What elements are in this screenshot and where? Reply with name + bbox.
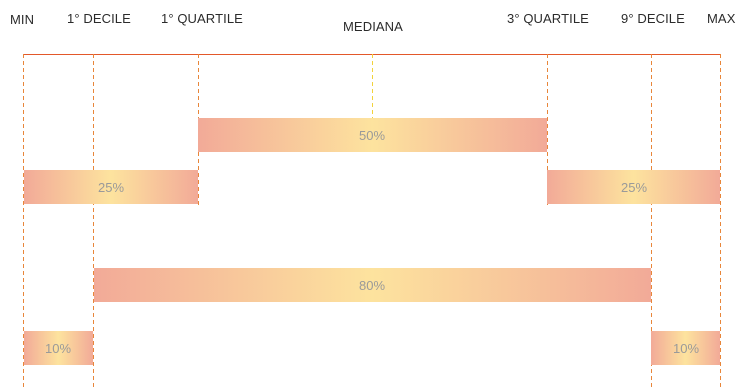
- bar-upper-decile: [651, 331, 720, 365]
- label-max: MAX: [707, 11, 736, 26]
- bar-inter-decile: [94, 268, 651, 302]
- bar-lower-quartile-label: 25%: [98, 180, 124, 195]
- label-median: MEDIANA: [343, 19, 403, 34]
- bar-upper-quartile: [547, 170, 720, 204]
- bar-interquartile: [198, 118, 547, 152]
- bar-lower-quartile: [24, 170, 198, 204]
- label-first-decile: 1° DECILE: [67, 11, 131, 26]
- bar-upper-quartile-label: 25%: [621, 180, 647, 195]
- bar-interquartile-label: 50%: [359, 128, 385, 143]
- label-min: MIN: [10, 12, 35, 27]
- bar-upper-decile-label: 10%: [673, 341, 699, 356]
- label-first-quartile: 1° QUARTILE: [161, 11, 243, 26]
- bar-inter-decile-label: 80%: [359, 278, 385, 293]
- bar-lower-decile-label: 10%: [45, 341, 71, 356]
- label-ninth-decile: 9° DECILE: [621, 11, 685, 26]
- bar-lower-decile: [24, 331, 93, 365]
- label-third-quartile: 3° QUARTILE: [507, 11, 589, 26]
